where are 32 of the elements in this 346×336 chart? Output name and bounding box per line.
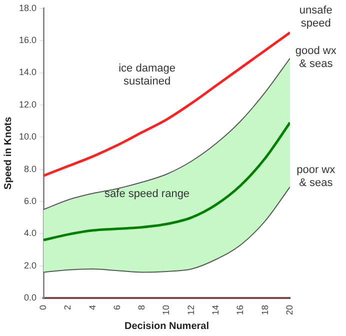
text: good wx & seas — [295, 45, 337, 70]
y-tick-label: 4.0 — [24, 228, 37, 238]
line-series — [44, 121, 290, 242]
x-tick-label: 2 — [62, 304, 73, 310]
y-tick-label: 2.0 — [24, 260, 37, 270]
y-tick-label: 18.0 — [18, 2, 37, 13]
x-axis-title: Decision Numeral — [124, 320, 210, 332]
y-tick-label: 16.0 — [18, 35, 37, 46]
text: poor wx & seas — [296, 164, 336, 189]
y-tick-label: 6.0 — [24, 196, 37, 206]
line-series — [44, 186, 290, 273]
y-tick-label: 14.0 — [18, 67, 37, 78]
line-series — [44, 31, 290, 177]
x-tick-label: 16 — [235, 304, 246, 316]
y-tick-label: 8.0 — [24, 164, 37, 174]
x-tick-label: 8 — [136, 304, 147, 310]
x-tick-label: 10 — [161, 304, 172, 316]
annotation: safe speed range — [104, 188, 190, 200]
text: unsafe speed — [299, 4, 332, 30]
y-tick-label: 12.0 — [18, 99, 37, 110]
x-tick-label: 20 — [284, 304, 294, 316]
x-tick-label: 18 — [260, 304, 270, 316]
y-axis-title: Speed in Knots — [2, 116, 14, 190]
y-tick-label: 0.0 — [24, 292, 37, 302]
x-tick-label: 0 — [38, 304, 48, 310]
line-series — [44, 58, 290, 210]
x-tick-label: 4 — [87, 304, 98, 310]
y-tick-label: 10.0 — [18, 132, 37, 142]
x-tick-label: 14 — [210, 304, 221, 316]
x-tick-label: 12 — [186, 304, 196, 316]
annotation: ice damage sustained — [118, 62, 176, 88]
x-tick-label: 6 — [112, 304, 122, 310]
